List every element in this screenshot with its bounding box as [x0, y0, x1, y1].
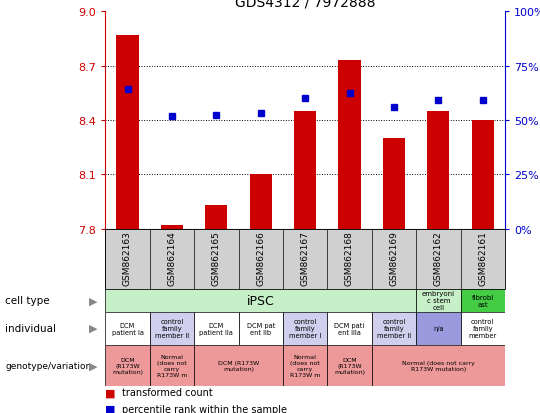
- Text: embryoni
c stem
cell: embryoni c stem cell: [422, 290, 455, 311]
- Text: DCM pati
ent IIIa: DCM pati ent IIIa: [334, 322, 364, 335]
- Text: GSM862164: GSM862164: [167, 231, 177, 286]
- Text: GSM862161: GSM862161: [478, 231, 487, 286]
- Bar: [249, 175, 272, 229]
- Bar: [150, 345, 194, 386]
- Text: cell type: cell type: [5, 295, 50, 306]
- Text: ■: ■: [105, 387, 116, 397]
- Bar: [416, 289, 461, 312]
- Text: Normal
(does not
carry
R173W m: Normal (does not carry R173W m: [290, 354, 320, 377]
- Bar: [339, 61, 361, 229]
- Text: individual: individual: [5, 323, 56, 333]
- Text: GSM862165: GSM862165: [212, 231, 221, 286]
- Bar: [150, 312, 194, 345]
- Text: GSM862162: GSM862162: [434, 231, 443, 286]
- Bar: [461, 312, 505, 345]
- Bar: [372, 345, 505, 386]
- Text: DCM
(R173W
mutation): DCM (R173W mutation): [112, 357, 143, 374]
- Text: iPSC: iPSC: [247, 294, 274, 307]
- Bar: [194, 345, 283, 386]
- Text: DCM (R173W
mutation): DCM (R173W mutation): [218, 360, 259, 371]
- Bar: [283, 312, 327, 345]
- Bar: [283, 345, 327, 386]
- Text: genotype/variation: genotype/variation: [5, 361, 92, 370]
- Text: DCM
patient Ia: DCM patient Ia: [111, 322, 144, 335]
- Bar: [105, 289, 416, 312]
- Bar: [105, 345, 150, 386]
- Text: Normal
(does not
carry
R173W m: Normal (does not carry R173W m: [157, 354, 187, 377]
- Text: GSM862168: GSM862168: [345, 231, 354, 286]
- Bar: [471, 121, 494, 229]
- Text: n/a: n/a: [433, 325, 444, 331]
- Bar: [239, 312, 283, 345]
- Bar: [205, 206, 227, 229]
- Bar: [416, 312, 461, 345]
- Bar: [372, 312, 416, 345]
- Bar: [427, 112, 449, 229]
- Text: control
family
member II: control family member II: [155, 318, 189, 338]
- Text: DCM
patient IIa: DCM patient IIa: [199, 322, 233, 335]
- Bar: [161, 225, 183, 229]
- Title: GDS4312 / 7972888: GDS4312 / 7972888: [235, 0, 375, 10]
- Text: ▶: ▶: [89, 295, 98, 306]
- Text: DCM
(R173W
mutation): DCM (R173W mutation): [334, 357, 365, 374]
- Bar: [383, 139, 405, 229]
- Bar: [117, 36, 139, 229]
- Text: ▶: ▶: [89, 361, 98, 370]
- Bar: [194, 312, 239, 345]
- Text: Normal (does not carry
R173W mutation): Normal (does not carry R173W mutation): [402, 360, 475, 371]
- Text: GSM862167: GSM862167: [301, 231, 309, 286]
- Text: control
family
member II: control family member II: [377, 318, 411, 338]
- Text: GSM862163: GSM862163: [123, 231, 132, 286]
- Bar: [327, 345, 372, 386]
- Text: control
family
member: control family member: [469, 318, 497, 338]
- Text: ■: ■: [105, 404, 116, 413]
- Text: ▶: ▶: [89, 323, 98, 333]
- Text: control
family
member I: control family member I: [289, 318, 321, 338]
- Text: fibrobl
ast: fibrobl ast: [471, 294, 494, 307]
- Text: GSM862169: GSM862169: [389, 231, 399, 286]
- Text: percentile rank within the sample: percentile rank within the sample: [122, 404, 287, 413]
- Text: DCM pat
ent IIb: DCM pat ent IIb: [247, 322, 275, 335]
- Bar: [327, 312, 372, 345]
- Bar: [461, 289, 505, 312]
- Text: GSM862166: GSM862166: [256, 231, 265, 286]
- Bar: [294, 112, 316, 229]
- Text: transformed count: transformed count: [122, 387, 212, 397]
- Bar: [105, 312, 150, 345]
